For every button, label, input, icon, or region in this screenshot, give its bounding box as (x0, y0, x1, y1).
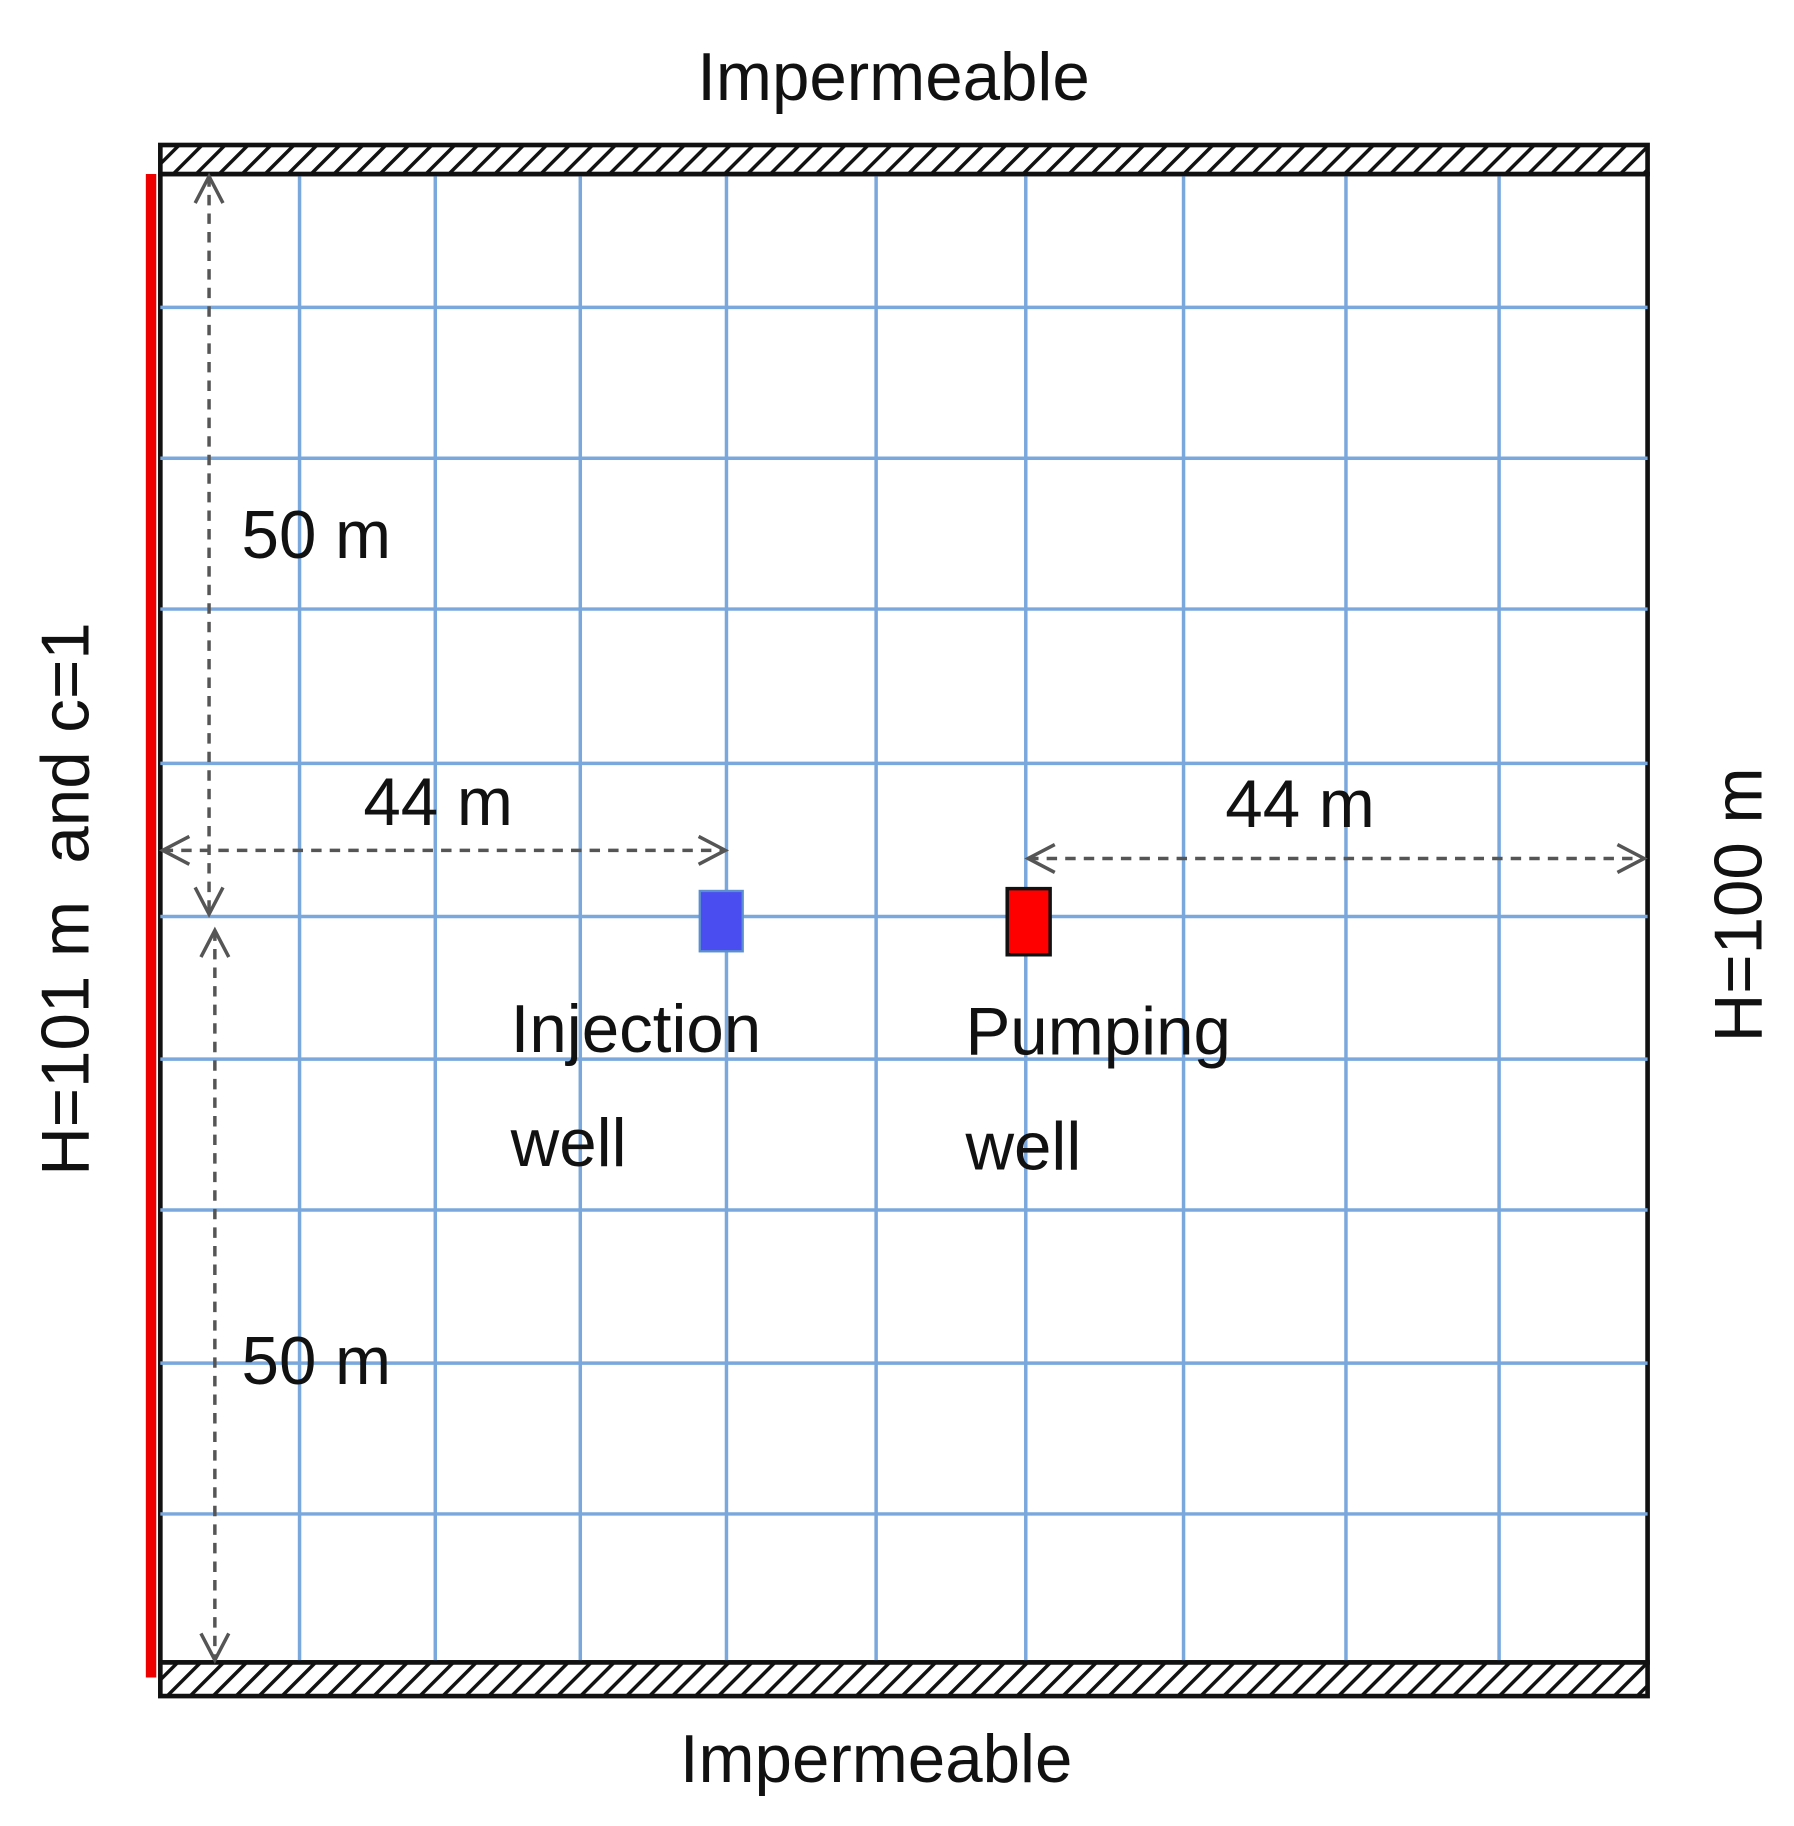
right-label: H=100 m (1701, 767, 1776, 1042)
grid (160, 174, 1648, 1663)
dimension-label: 44 m (1225, 767, 1375, 842)
left-label: H=101 m and c=1 (28, 622, 103, 1175)
bottom-boundary (158, 1660, 1650, 1699)
dimension-label: 44 m (363, 765, 513, 840)
dimension-label: 50 m (242, 498, 392, 573)
well-label: well (510, 1106, 627, 1181)
top-boundary (158, 142, 1650, 177)
pumping-well (1005, 886, 1052, 957)
bottom-label: Impermeable (680, 1722, 1073, 1797)
dimension-arrows (158, 172, 1648, 1664)
well-label: well (964, 1109, 1081, 1184)
well-label: Injection (511, 992, 762, 1067)
injection-well (698, 889, 744, 953)
well-label: Pumping (965, 995, 1230, 1070)
dimension-label: 50 m (242, 1324, 392, 1399)
top-label: Impermeable (697, 40, 1090, 115)
